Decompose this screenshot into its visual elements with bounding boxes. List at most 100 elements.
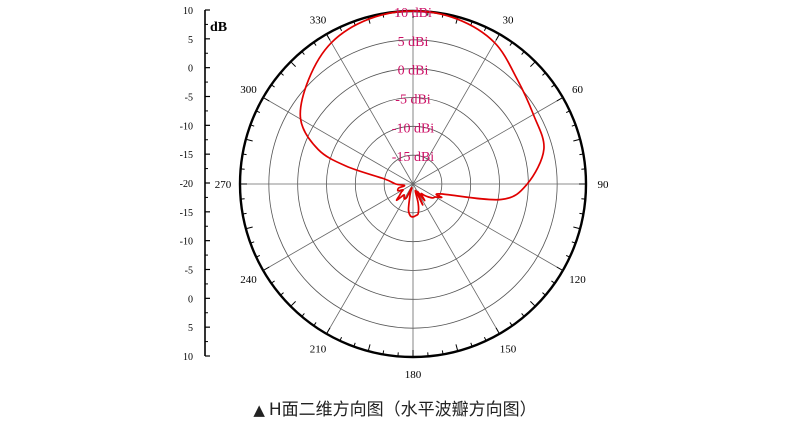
grid-spoke xyxy=(412,183,500,335)
angle-labels: 30 60 90 120 150 180 210 240 270 300 330 xyxy=(215,14,609,381)
polar-tick xyxy=(565,254,571,258)
polar-tick xyxy=(270,84,275,88)
polar-tick xyxy=(530,301,536,307)
grid-spoke xyxy=(262,183,414,271)
polar-tick xyxy=(339,26,343,32)
y-tick-label: -10 xyxy=(180,121,193,132)
angle-label: 210 xyxy=(310,344,327,356)
polar-tick xyxy=(521,51,525,55)
grid-spoke xyxy=(412,97,564,185)
angle-label: 330 xyxy=(310,14,327,26)
grid-spoke xyxy=(412,33,500,185)
y-tick-label: 10 xyxy=(183,6,193,17)
radial-label: 10 dBi xyxy=(394,6,432,21)
polar-tick xyxy=(255,254,261,258)
polar-tick xyxy=(301,51,305,55)
angle-label: 270 xyxy=(215,179,232,191)
y-tick-label: 0 xyxy=(188,64,193,75)
polar-grid-spokes xyxy=(240,11,586,357)
angle-label: 300 xyxy=(240,84,257,96)
polar-tick xyxy=(542,72,546,76)
polar-tick xyxy=(509,41,513,46)
polar-tick xyxy=(290,61,296,67)
y-tick-label: -5 xyxy=(185,93,193,104)
polar-tick xyxy=(542,292,546,296)
polar-tick xyxy=(280,292,284,296)
polar-tick xyxy=(530,61,536,67)
y-axis: 10 5 0 -5 -10 -15 -20 -15 -10 -5 0 5 10 xyxy=(180,6,210,363)
polar-tick xyxy=(571,124,576,127)
polar-tick xyxy=(280,72,284,76)
radiation-pattern-line xyxy=(299,10,545,218)
polar-tick xyxy=(245,226,253,230)
polar-tick xyxy=(556,266,564,271)
polar-tick xyxy=(573,138,581,142)
polar-tick xyxy=(339,336,343,342)
polar-tick xyxy=(579,153,584,156)
y-tick-label: -20 xyxy=(180,179,193,190)
polar-tick xyxy=(455,16,459,24)
grid-spoke xyxy=(326,33,414,185)
polar-tick xyxy=(470,342,473,347)
polar-tick xyxy=(483,336,487,342)
y-tick-label: 0 xyxy=(188,294,193,305)
grid-spoke xyxy=(262,97,414,185)
polar-tick xyxy=(382,350,385,355)
polar-tick xyxy=(571,241,576,244)
polar-tick xyxy=(313,322,317,327)
angle-label: 60 xyxy=(572,84,584,96)
polar-tick xyxy=(250,241,255,244)
y-tick-label: -10 xyxy=(180,237,193,248)
polar-tick xyxy=(551,280,556,284)
polar-tick xyxy=(551,84,556,88)
polar-tick xyxy=(455,344,459,352)
polar-tick xyxy=(326,327,331,335)
polar-tick xyxy=(262,97,270,102)
polar-tick xyxy=(353,342,356,347)
figure-caption: ▲ H面二维方向图（水平波瓣方向图） xyxy=(0,395,790,420)
caption-text: H面二维方向图（水平波瓣方向图） xyxy=(268,400,537,420)
polar-tick xyxy=(441,350,444,355)
polar-tick xyxy=(242,153,247,156)
angle-label: 240 xyxy=(240,274,257,286)
radial-labels: 10 dBi 5 dBi 0 dBi -5 dBi -10 dBi -15 dBi xyxy=(392,6,435,165)
polar-tick xyxy=(313,41,317,46)
y-tick-label: 10 xyxy=(183,352,193,363)
polar-tick xyxy=(250,124,255,127)
polar-tick xyxy=(301,313,305,317)
polar-tick xyxy=(255,110,261,114)
y-tick-label: -15 xyxy=(180,208,193,219)
angle-label: 90 xyxy=(598,179,610,191)
polar-tick xyxy=(573,226,581,230)
y-tick-label: -5 xyxy=(185,266,193,277)
polar-tick xyxy=(290,301,296,307)
polar-tick xyxy=(262,266,270,271)
polar-tick xyxy=(565,110,571,114)
grid-spoke xyxy=(326,183,414,335)
radial-label: -15 dBi xyxy=(392,150,435,165)
triangle-marker-icon: ▲ xyxy=(253,401,265,419)
polar-tick xyxy=(495,327,500,335)
y-tick-label: 5 xyxy=(188,35,193,46)
radial-label: -10 dBi xyxy=(392,121,435,136)
polar-tick xyxy=(367,16,371,24)
polar-tick xyxy=(509,322,513,327)
polar-tick xyxy=(556,97,564,102)
polar-tick xyxy=(367,344,371,352)
angle-label: 150 xyxy=(500,344,517,356)
polar-tick xyxy=(495,33,500,41)
polar-tick xyxy=(521,313,525,317)
grid-spoke xyxy=(412,183,564,271)
polar-tick xyxy=(270,280,275,284)
radial-label: -5 dBi xyxy=(395,93,431,108)
polar-tick xyxy=(579,212,584,215)
angle-label: 120 xyxy=(569,274,586,286)
angle-label: 180 xyxy=(405,369,422,381)
polar-tick xyxy=(242,212,247,215)
polar-tick xyxy=(483,26,487,32)
radial-label: 5 dBi xyxy=(398,35,429,50)
angle-label: 30 xyxy=(503,14,515,26)
y-axis-label: dB xyxy=(210,20,227,35)
radial-label: 0 dBi xyxy=(398,64,429,79)
